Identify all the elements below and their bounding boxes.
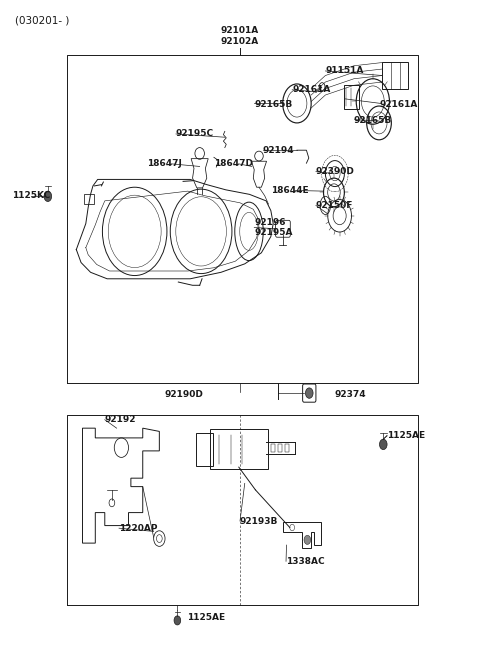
Text: 92194: 92194 bbox=[263, 145, 294, 155]
Text: 92102A: 92102A bbox=[221, 37, 259, 47]
Text: 92165B: 92165B bbox=[354, 117, 392, 126]
Text: 1125KC: 1125KC bbox=[12, 191, 50, 200]
Circle shape bbox=[380, 440, 387, 449]
Text: 92161A: 92161A bbox=[292, 85, 331, 94]
Text: 18644E: 18644E bbox=[271, 186, 309, 195]
Text: 1125AE: 1125AE bbox=[387, 432, 425, 440]
Text: 92193B: 92193B bbox=[240, 517, 278, 525]
Text: 92165B: 92165B bbox=[254, 100, 292, 109]
Text: (030201- ): (030201- ) bbox=[14, 16, 69, 26]
Text: 92374: 92374 bbox=[335, 390, 367, 399]
Text: 92150F: 92150F bbox=[316, 201, 353, 210]
Text: 1220AP: 1220AP bbox=[119, 524, 157, 533]
Text: 92196: 92196 bbox=[254, 218, 286, 227]
Circle shape bbox=[304, 535, 311, 544]
Text: 18647D: 18647D bbox=[214, 159, 253, 168]
Circle shape bbox=[174, 616, 180, 625]
Text: 1125AE: 1125AE bbox=[187, 612, 225, 622]
Text: 18647J: 18647J bbox=[147, 159, 182, 168]
Circle shape bbox=[44, 191, 52, 202]
Text: 92195C: 92195C bbox=[176, 130, 214, 138]
Circle shape bbox=[305, 388, 313, 398]
Text: 92101A: 92101A bbox=[221, 26, 259, 35]
Text: 92190D: 92190D bbox=[164, 390, 203, 399]
Text: 92192: 92192 bbox=[105, 415, 136, 424]
Text: 91151A: 91151A bbox=[325, 66, 364, 75]
Text: 92195A: 92195A bbox=[254, 228, 293, 237]
Text: 92390D: 92390D bbox=[316, 167, 355, 176]
Text: 92161A: 92161A bbox=[380, 100, 419, 109]
Text: 1338AC: 1338AC bbox=[286, 557, 324, 566]
